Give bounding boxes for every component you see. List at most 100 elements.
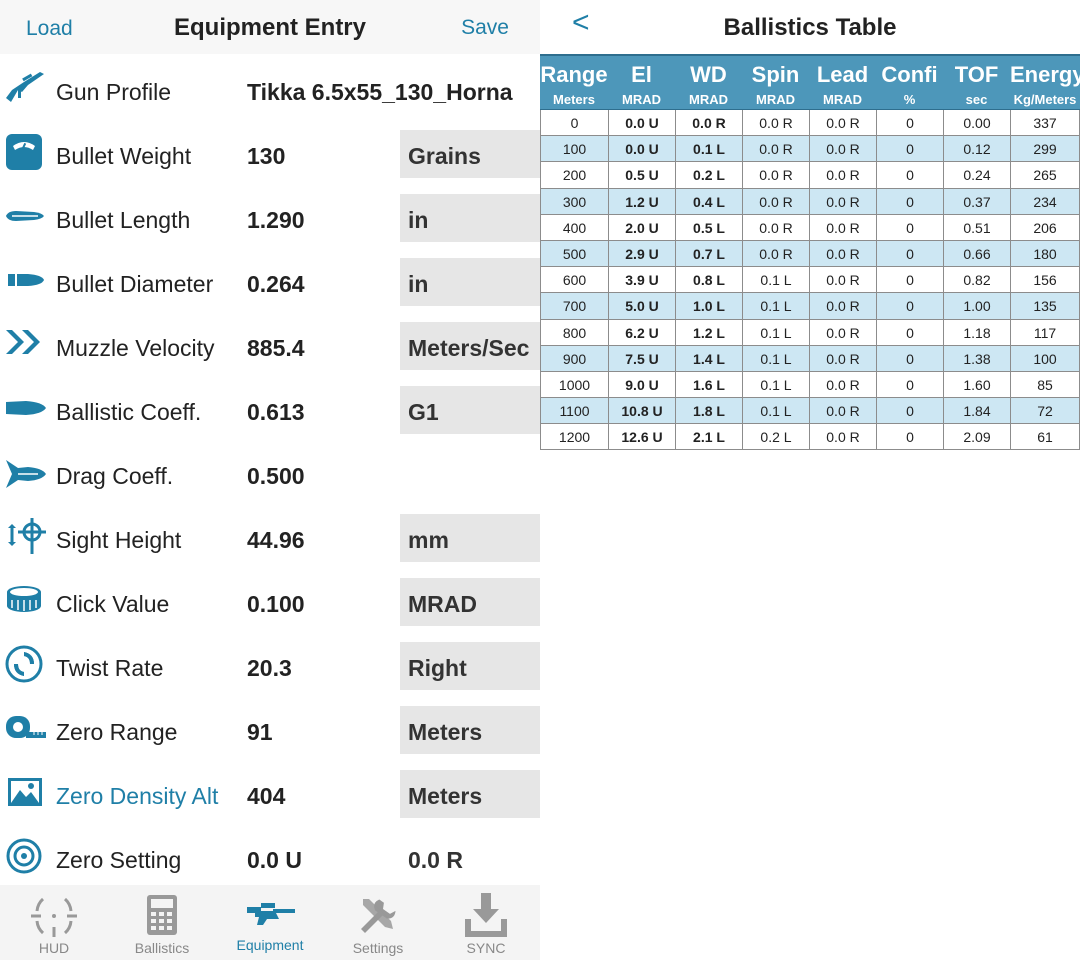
tab-ballistics[interactable]: Ballistics xyxy=(108,885,216,960)
table-row[interactable]: 0 0.0 U 0.0 R 0.0 R 0.0 R 0 0.00 337 xyxy=(540,110,1080,137)
cell-tof: 1.38 xyxy=(943,345,1010,372)
cell-range: 600 xyxy=(540,267,608,294)
bullet-diameter-unit[interactable]: in xyxy=(400,258,540,306)
row-muzzle-velocity[interactable]: Muzzle Velocity 885.4 Meters/Sec xyxy=(0,314,540,378)
zero-range-value[interactable]: 91 xyxy=(247,719,273,745)
row-ballistic-coeff[interactable]: Ballistic Coeff. 0.613 G1 xyxy=(0,378,540,442)
drag-coeff-value[interactable]: 0.500 xyxy=(247,463,305,489)
cell-range: 900 xyxy=(540,345,608,372)
table-body: 0 0.0 U 0.0 R 0.0 R 0.0 R 0 0.00 337 100 0.0 U 0.1… xyxy=(540,110,1080,451)
twist-rate-unit[interactable]: Right xyxy=(400,642,540,690)
row-bullet-weight[interactable]: Bullet Weight 130 Grains xyxy=(0,122,540,186)
bullet-length-value[interactable]: 1.290 xyxy=(247,207,305,233)
ballistics-title: Ballistics Table xyxy=(723,14,897,41)
row-drag-coeff[interactable]: Drag Coeff. 0.500 xyxy=(0,442,540,506)
cell-tof: 0.24 xyxy=(943,162,1010,189)
cell-el: 2.9 U xyxy=(608,240,675,268)
sight-height-unit[interactable]: mm xyxy=(400,514,540,562)
bullet-diameter-value[interactable]: 0.264 xyxy=(247,271,305,297)
zero-density-alt-value[interactable]: 404 xyxy=(247,783,286,809)
tab-sync-label: SYNC xyxy=(466,940,506,956)
zero-setting-windage[interactable]: 0.0 R xyxy=(408,847,463,873)
ballistic-coeff-unit[interactable]: G1 xyxy=(400,386,540,434)
muzzle-velocity-label: Muzzle Velocity xyxy=(56,335,215,361)
row-gun-profile[interactable]: Gun Profile Tikka 6.5x55_130_Horna xyxy=(0,58,540,122)
cell-energy: 85 xyxy=(1010,371,1080,399)
click-value-value[interactable]: 0.100 xyxy=(247,591,305,617)
cell-spin: 0.0 R xyxy=(742,110,809,137)
table-row[interactable]: 300 1.2 U 0.4 L 0.0 R 0.0 R 0 0.37 234 xyxy=(540,188,1080,215)
ballistic-coeff-label: Ballistic Coeff. xyxy=(56,399,202,425)
equipment-screen: Load Equipment Entry Save Gun Profile Ti… xyxy=(0,14,540,960)
column-unit-wd: MRAD xyxy=(689,92,728,107)
column-unit-spin: MRAD xyxy=(756,92,795,107)
table-row[interactable]: 900 7.5 U 1.4 L 0.1 L 0.0 R 0 1.38 100 xyxy=(540,345,1080,372)
cell-confi: 0 xyxy=(876,188,943,215)
tab-hud[interactable]: HUD xyxy=(0,885,108,960)
cell-spin: 0.0 R xyxy=(742,214,809,241)
table-row[interactable]: 500 2.9 U 0.7 L 0.0 R 0.0 R 0 0.66 180 xyxy=(540,240,1080,268)
table-row[interactable]: 800 6.2 U 1.2 L 0.1 L 0.0 R 0 1.18 117 xyxy=(540,319,1080,346)
cell-tof: 1.60 xyxy=(943,371,1010,399)
landscape-icon xyxy=(8,778,42,806)
muzzle-velocity-unit[interactable]: Meters/Sec xyxy=(400,322,540,370)
gun-profile-label: Gun Profile xyxy=(56,79,172,105)
zero-setting-elevation[interactable]: 0.0 U xyxy=(247,847,302,873)
table-row[interactable]: 100 0.0 U 0.1 L 0.0 R 0.0 R 0 0.12 299 xyxy=(540,136,1080,163)
bullet-weight-value[interactable]: 130 xyxy=(247,143,286,169)
row-zero-range[interactable]: Zero Range 91 Meters xyxy=(0,698,540,762)
back-button[interactable]: < xyxy=(572,6,590,39)
cell-energy: 180 xyxy=(1010,240,1080,268)
cell-wd: 1.0 L xyxy=(675,293,742,320)
row-sight-height[interactable]: Sight Height 44.96 mm xyxy=(0,506,540,570)
cell-tof: 2.09 xyxy=(943,424,1010,451)
tab-equipment[interactable]: Equipment xyxy=(216,885,324,960)
cell-tof: 0.51 xyxy=(943,214,1010,241)
calculator-icon xyxy=(147,895,177,935)
table-row[interactable]: 200 0.5 U 0.2 L 0.0 R 0.0 R 0 0.24 265 xyxy=(540,162,1080,189)
cell-el: 0.0 U xyxy=(608,110,675,137)
zero-range-label: Zero Range xyxy=(56,719,178,745)
zero-density-alt-unit[interactable]: Meters xyxy=(400,770,540,818)
table-row[interactable]: 1200 12.6 U 2.1 L 0.2 L 0.0 R 0 2.09 61 xyxy=(540,424,1080,451)
cell-spin: 0.0 R xyxy=(742,188,809,215)
zero-range-unit[interactable]: Meters xyxy=(400,706,540,754)
bullet-length-unit[interactable]: in xyxy=(400,194,540,242)
ballistics-table[interactable]: Range El WD Spin Lead Confi TOF Energy Meters MR… xyxy=(540,54,1080,451)
muzzle-velocity-value[interactable]: 885.4 xyxy=(247,335,305,361)
bullet-diameter-icon xyxy=(8,272,44,288)
cell-el: 12.6 U xyxy=(608,424,675,451)
click-value-unit[interactable]: MRAD xyxy=(400,578,540,626)
table-row[interactable]: 700 5.0 U 1.0 L 0.1 L 0.0 R 0 1.00 135 xyxy=(540,293,1080,320)
zero-density-alt-label[interactable]: Zero Density Alt xyxy=(56,783,219,809)
cell-el: 10.8 U xyxy=(608,398,675,425)
table-row[interactable]: 1100 10.8 U 1.8 L 0.1 L 0.0 R 0 1.84 72 xyxy=(540,398,1080,425)
twist-rate-value[interactable]: 20.3 xyxy=(247,655,292,681)
column-header-wd: WD xyxy=(690,62,727,87)
row-click-value[interactable]: Click Value 0.100 MRAD xyxy=(0,570,540,634)
sight-height-value[interactable]: 44.96 xyxy=(247,527,305,553)
ballistic-coeff-value[interactable]: 0.613 xyxy=(247,399,305,425)
save-button[interactable]: Save xyxy=(461,16,509,39)
table-row[interactable]: 1000 9.0 U 1.6 L 0.1 L 0.0 R 0 1.60 85 xyxy=(540,371,1080,399)
bullet-weight-unit[interactable]: Grains xyxy=(400,130,540,178)
cell-energy: 265 xyxy=(1010,162,1080,189)
table-row[interactable]: 400 2.0 U 0.5 L 0.0 R 0.0 R 0 0.51 206 xyxy=(540,214,1080,241)
cell-wd: 1.8 L xyxy=(675,398,742,425)
tab-sync[interactable]: SYNC xyxy=(432,885,540,960)
row-bullet-diameter[interactable]: Bullet Diameter 0.264 in xyxy=(0,250,540,314)
tab-settings[interactable]: Settings xyxy=(324,885,432,960)
column-header-confi: Confi xyxy=(881,62,938,87)
cell-range: 500 xyxy=(540,240,608,268)
load-button[interactable]: Load xyxy=(26,17,73,40)
gun-profile-value[interactable]: Tikka 6.5x55_130_Horna xyxy=(247,79,513,105)
row-zero-density-alt[interactable]: Zero Density Alt 404 Meters xyxy=(0,762,540,826)
row-bullet-length[interactable]: Bullet Length 1.290 in xyxy=(0,186,540,250)
cell-lead: 0.0 R xyxy=(809,136,876,163)
drag-coeff-label: Drag Coeff. xyxy=(56,463,174,489)
row-twist-rate[interactable]: Twist Rate 20.3 Right xyxy=(0,634,540,698)
table-row[interactable]: 600 3.9 U 0.8 L 0.1 L 0.0 R 0 0.82 156 xyxy=(540,267,1080,294)
sight-height-icon xyxy=(8,518,46,554)
cell-confi: 0 xyxy=(876,345,943,372)
row-zero-setting[interactable]: Zero Setting 0.0 U 0.0 R xyxy=(0,826,540,890)
